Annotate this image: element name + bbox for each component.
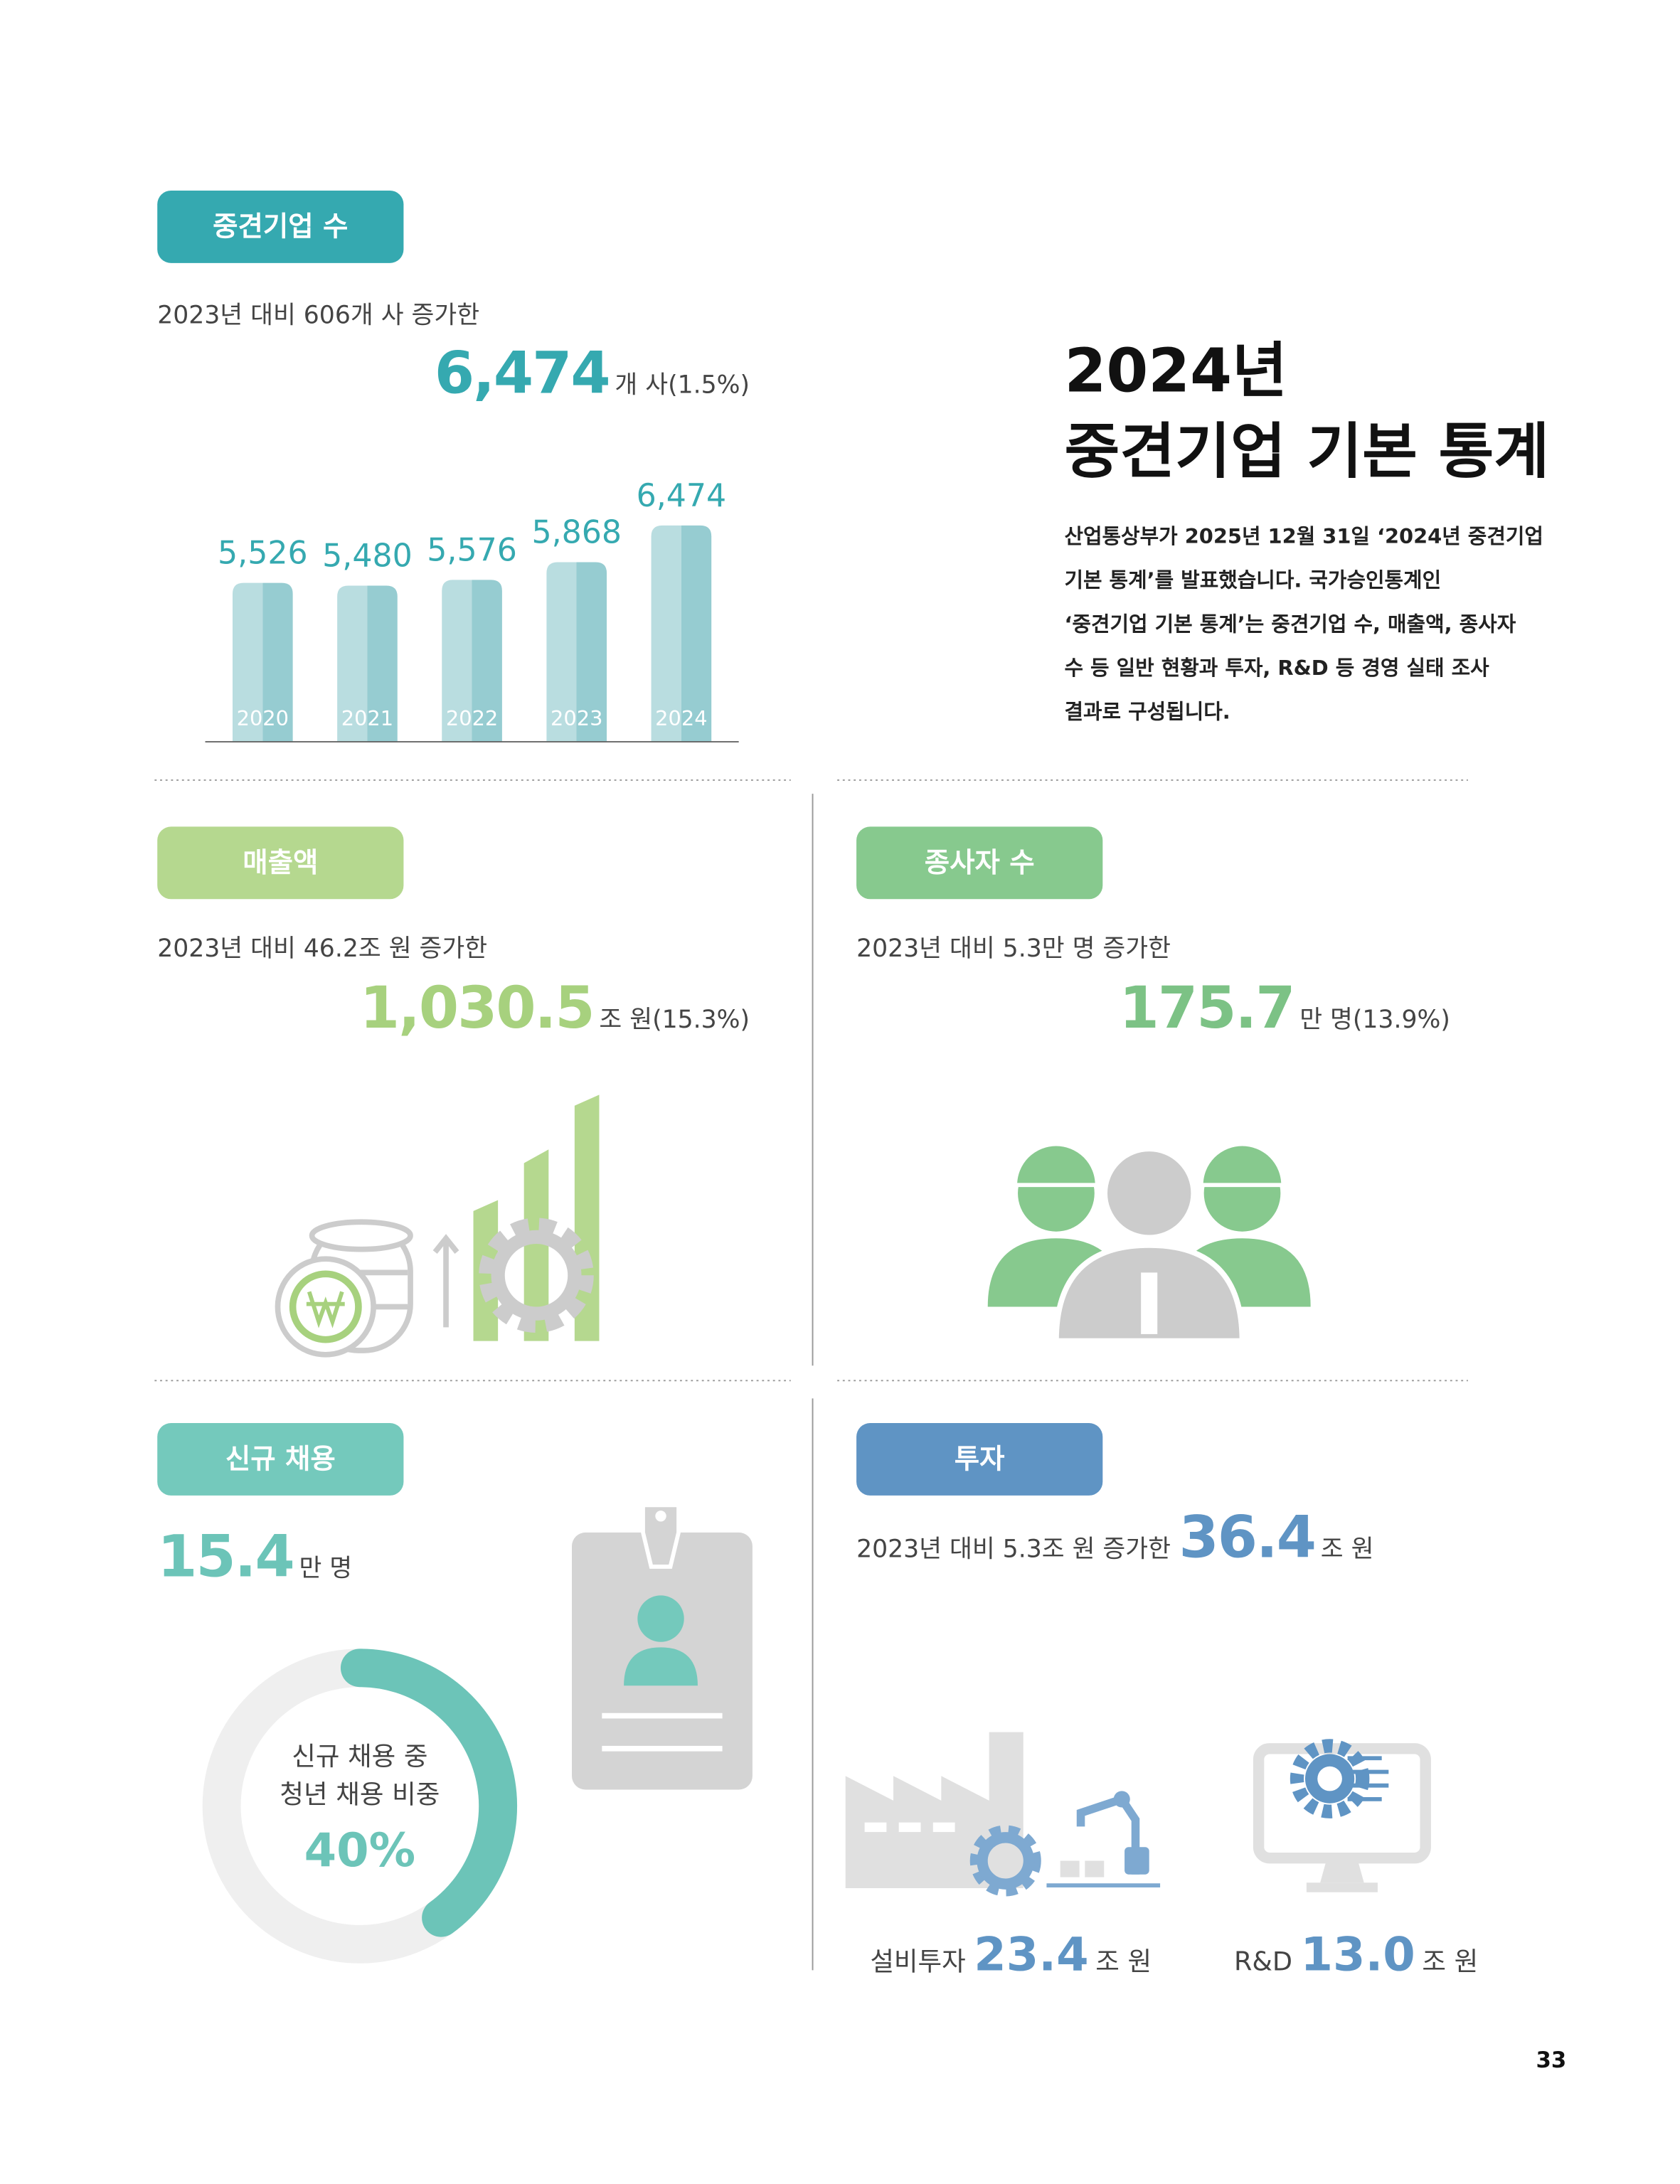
subtitle: 2023년 대비 606개 사 증가한 bbox=[157, 302, 479, 330]
description-line: 결과로 구성됩니다. bbox=[1064, 699, 1230, 723]
badge-label: 투자 bbox=[955, 1443, 1005, 1475]
headline-value: 36.4 bbox=[1179, 1504, 1315, 1571]
bar bbox=[232, 582, 293, 742]
headline-unit: 조 원 bbox=[1321, 1535, 1374, 1563]
donut-value: 40% bbox=[304, 1823, 415, 1877]
factory-icon bbox=[845, 1732, 1161, 1897]
badge bbox=[157, 190, 404, 263]
badge bbox=[157, 1422, 404, 1496]
description-line: ‘중견기업 기본 통계’는 중견기업 수, 매출액, 종사자 bbox=[1064, 612, 1516, 636]
headline-unit: 만 명 bbox=[299, 1554, 352, 1582]
headline-unit: 조 원(15.3%) bbox=[599, 1006, 750, 1034]
bar bbox=[337, 585, 398, 742]
sales-icon bbox=[275, 1094, 600, 1358]
page-number: 33 bbox=[1536, 2047, 1567, 2073]
badge bbox=[856, 826, 1103, 900]
bar bbox=[546, 562, 607, 742]
badge-label: 신규 채용 bbox=[225, 1443, 336, 1475]
investment-item: 설비투자 23.4 조 원 bbox=[870, 1927, 1152, 1981]
headline: 1,030.5 조 원(15.3%) bbox=[360, 975, 750, 1042]
title: 2024년 bbox=[1064, 336, 1287, 406]
subtitle: 2023년 대비 5.3조 원 증가한 bbox=[856, 1535, 1171, 1563]
x-tick-label: 2020 bbox=[237, 706, 289, 730]
headline-value: 1,030.5 bbox=[360, 975, 594, 1042]
donut bbox=[340, 1648, 518, 1937]
subtitle: 2023년 대비 46.2조 원 증가한 bbox=[157, 934, 487, 963]
investment-items: 설비투자 23.4 조 원 R&D 13.0 조 원 bbox=[870, 1927, 1478, 1981]
item-unit: 조 원 bbox=[1095, 1946, 1152, 1976]
headline-unit: 개 사(1.5%) bbox=[615, 371, 750, 400]
badge-label: 중견기업 수 bbox=[213, 211, 348, 243]
x-tick-label: 2024 bbox=[655, 706, 707, 730]
description-line: 기본 통계’를 발표했습니다. 국가승인통계인 bbox=[1064, 568, 1441, 592]
id-card-icon bbox=[572, 1503, 753, 1790]
value-label: 6,474 bbox=[637, 478, 727, 514]
headline: 175.7 만 명(13.9%) bbox=[1120, 975, 1450, 1042]
value-label: 5,868 bbox=[531, 515, 622, 551]
bar bbox=[651, 525, 712, 742]
x-tick-label: 2023 bbox=[551, 706, 602, 730]
headline: 6,474 개 사(1.5%) bbox=[435, 341, 750, 407]
badge bbox=[856, 1422, 1103, 1496]
value-label: 5,526 bbox=[218, 536, 308, 572]
description-line: 산업통상부가 2025년 12월 31일 ‘2024년 중견기업 bbox=[1064, 524, 1543, 548]
item-unit: 조 원 bbox=[1422, 1946, 1478, 1976]
headline-unit: 만 명(13.9%) bbox=[1299, 1006, 1450, 1034]
badge-label: 종사자 수 bbox=[925, 847, 1035, 879]
badge-label: 매출액 bbox=[243, 847, 318, 879]
value-label: 5,480 bbox=[322, 538, 413, 575]
bar-chart: 5,526 2020 5,480 2021 5,576 2022 5,868 2023 6,47… bbox=[218, 478, 726, 742]
x-tick-label: 2021 bbox=[341, 706, 393, 730]
item-label: 설비투자 bbox=[870, 1946, 965, 1976]
headline: 15.4 만 명 bbox=[157, 1523, 352, 1590]
investment-item: R&D 13.0 조 원 bbox=[1234, 1927, 1478, 1981]
headline-value: 175.7 bbox=[1120, 975, 1294, 1042]
headline-value: 6,474 bbox=[435, 341, 610, 407]
donut-label: 청년 채용 비중 bbox=[280, 1779, 440, 1810]
item-value: 13.0 bbox=[1300, 1927, 1415, 1981]
rnd-icon bbox=[1253, 1739, 1431, 1892]
headline: 2023년 대비 5.3조 원 증가한 36.4 조 원 bbox=[856, 1504, 1373, 1571]
donut-label: 신규 채용 중 bbox=[292, 1741, 427, 1772]
item-label: R&D bbox=[1234, 1946, 1292, 1976]
title: 중견기업 기본 통계 bbox=[1064, 416, 1549, 486]
subtitle: 2023년 대비 5.3만 명 증가한 bbox=[856, 934, 1171, 963]
employees-icon bbox=[987, 1141, 1311, 1344]
bar bbox=[442, 580, 502, 742]
headline-value: 15.4 bbox=[157, 1523, 294, 1590]
donut-arc bbox=[340, 1648, 518, 1937]
badge bbox=[157, 826, 404, 900]
item-value: 23.4 bbox=[974, 1927, 1088, 1981]
x-tick-label: 2022 bbox=[446, 706, 498, 730]
description-line: 수 등 일반 현황과 투자, R&D 등 경영 실태 조사 bbox=[1064, 656, 1489, 680]
value-label: 5,576 bbox=[427, 532, 517, 568]
